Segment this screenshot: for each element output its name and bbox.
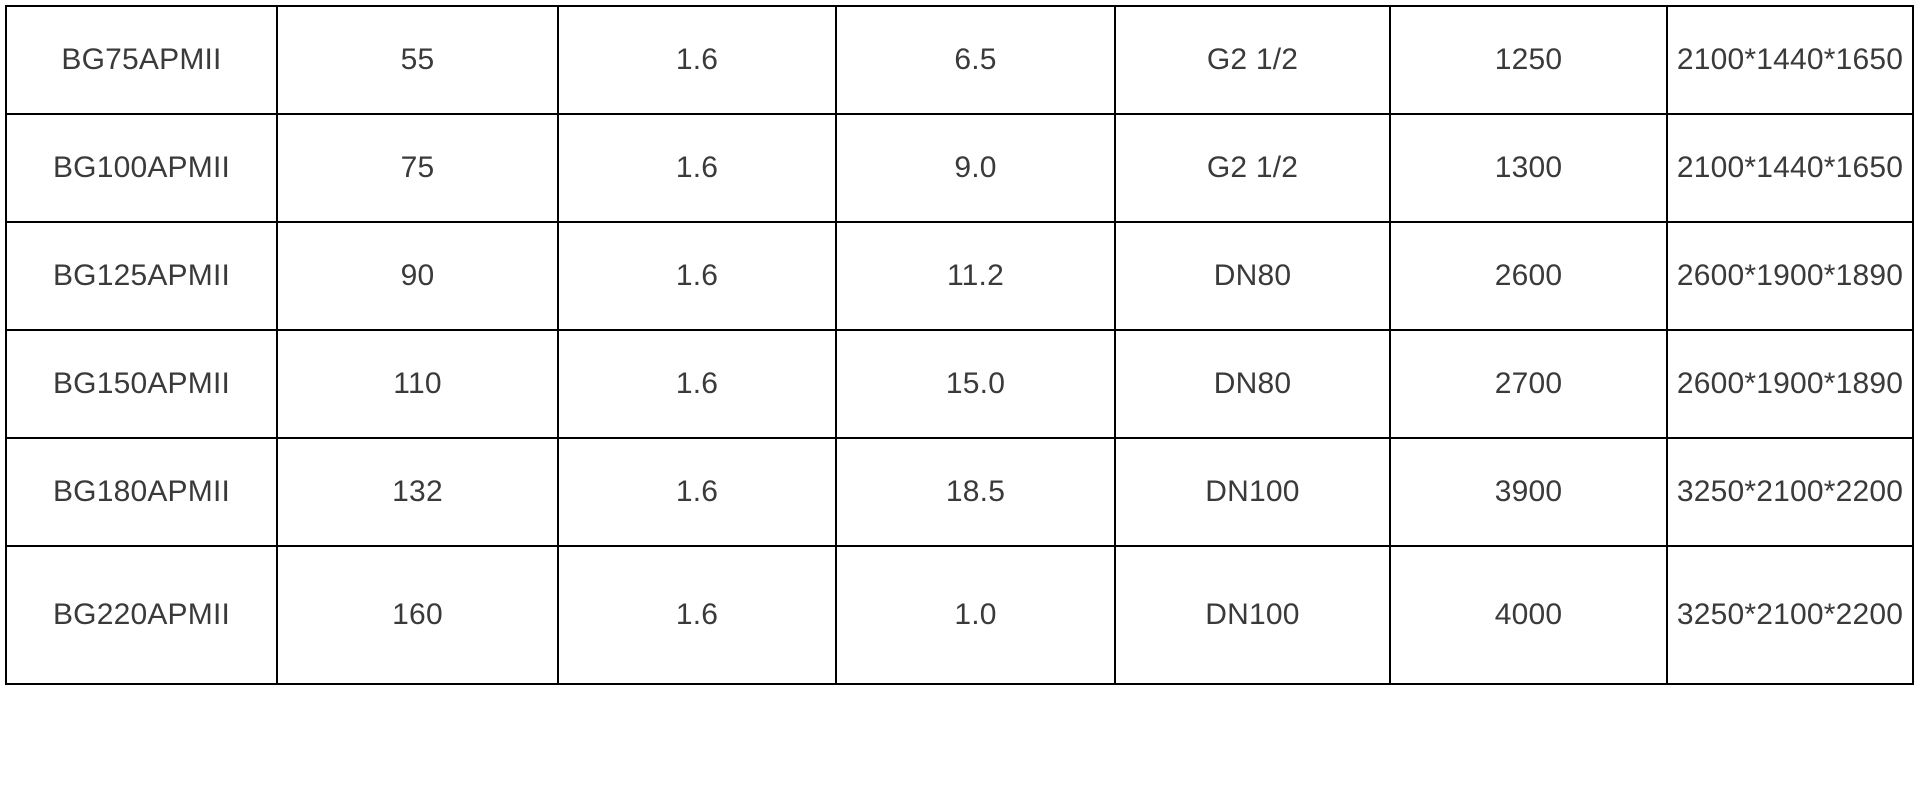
cell-dimensions: 2600*1900*1890 [1666,329,1914,439]
cell-power: 90 [276,221,559,331]
cell-outlet: G2 1/2 [1114,113,1391,223]
cell-pressure: 1.6 [557,329,837,439]
cell-outlet: DN80 [1114,329,1391,439]
table-body: BG75APMII 55 1.6 6.5 G2 1/2 1250 2100*14… [5,5,1914,685]
cell-capacity: 11.2 [835,221,1116,331]
cell-pressure: 1.6 [557,113,837,223]
cell-outlet: G2 1/2 [1114,5,1391,115]
cell-weight: 3900 [1389,437,1668,547]
cell-model: BG75APMII [5,5,278,115]
table-row: BG125APMII 90 1.6 11.2 DN80 2600 2600*19… [5,221,1914,331]
cell-dimensions: 2100*1440*1650 [1666,5,1914,115]
cell-power: 110 [276,329,559,439]
cell-capacity: 6.5 [835,5,1116,115]
table-row: BG180APMII 132 1.6 18.5 DN100 3900 3250*… [5,437,1914,547]
cell-capacity: 9.0 [835,113,1116,223]
cell-model: BG125APMII [5,221,278,331]
specification-table: BG75APMII 55 1.6 6.5 G2 1/2 1250 2100*14… [5,5,1914,685]
cell-model: BG180APMII [5,437,278,547]
cell-weight: 4000 [1389,545,1668,685]
cell-model: BG220APMII [5,545,278,685]
cell-outlet: DN100 [1114,545,1391,685]
cell-power: 75 [276,113,559,223]
cell-pressure: 1.6 [557,545,837,685]
table-row: BG75APMII 55 1.6 6.5 G2 1/2 1250 2100*14… [5,5,1914,115]
cell-weight: 1300 [1389,113,1668,223]
cell-outlet: DN100 [1114,437,1391,547]
cell-pressure: 1.6 [557,221,837,331]
table-row: BG100APMII 75 1.6 9.0 G2 1/2 1300 2100*1… [5,113,1914,223]
cell-outlet: DN80 [1114,221,1391,331]
cell-power: 160 [276,545,559,685]
cell-pressure: 1.6 [557,437,837,547]
cell-dimensions: 2600*1900*1890 [1666,221,1914,331]
cell-dimensions: 2100*1440*1650 [1666,113,1914,223]
cell-capacity: 18.5 [835,437,1116,547]
cell-dimensions: 3250*2100*2200 [1666,545,1914,685]
cell-power: 132 [276,437,559,547]
cell-weight: 2600 [1389,221,1668,331]
table-row: BG220APMII 160 1.6 1.0 DN100 4000 3250*2… [5,545,1914,685]
cell-model: BG150APMII [5,329,278,439]
cell-weight: 1250 [1389,5,1668,115]
cell-capacity: 15.0 [835,329,1116,439]
cell-capacity: 1.0 [835,545,1116,685]
cell-model: BG100APMII [5,113,278,223]
cell-power: 55 [276,5,559,115]
cell-dimensions: 3250*2100*2200 [1666,437,1914,547]
table-row: BG150APMII 110 1.6 15.0 DN80 2700 2600*1… [5,329,1914,439]
cell-pressure: 1.6 [557,5,837,115]
cell-weight: 2700 [1389,329,1668,439]
